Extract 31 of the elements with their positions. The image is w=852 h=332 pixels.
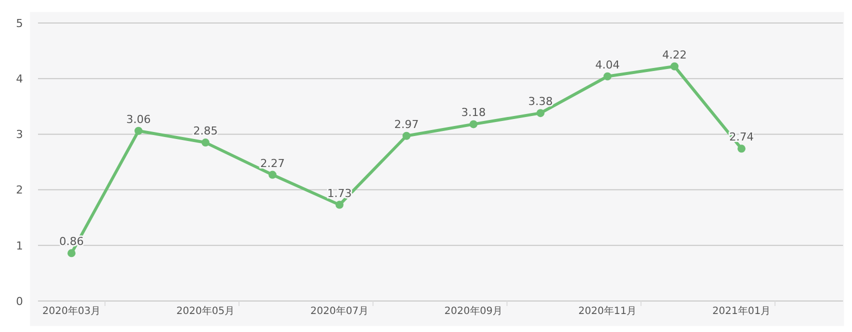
data-label: 2.27 <box>260 156 285 170</box>
y-tick-label: 5 <box>16 16 23 30</box>
data-label: 4.04 <box>595 58 620 72</box>
x-tick-label: 2020年09月 <box>444 305 503 317</box>
y-tick-label: 3 <box>16 128 23 142</box>
x-tick-label: 2020年07月 <box>310 305 369 317</box>
y-tick-label: 2 <box>16 184 23 197</box>
data-label: 2.97 <box>394 118 419 131</box>
y-tick-label: 0 <box>16 294 23 308</box>
point <box>738 144 746 153</box>
point <box>68 249 76 258</box>
x-tick-label: 2020年03月 <box>42 305 101 317</box>
x-tick-label: 2020年05月 <box>176 305 235 317</box>
point <box>470 120 478 128</box>
y-tick-label: 1 <box>16 239 23 252</box>
data-label: 3.38 <box>528 95 553 108</box>
point <box>604 72 612 80</box>
data-label: 2.85 <box>193 124 218 138</box>
y-tick-label: 4 <box>16 72 23 86</box>
x-tick-label: 2021年01月 <box>712 305 771 317</box>
x-tick-label: 2020年11月 <box>578 305 637 317</box>
point <box>402 132 410 140</box>
point <box>134 126 142 135</box>
data-label: 3.18 <box>461 106 486 120</box>
point <box>336 200 344 209</box>
point <box>536 109 544 118</box>
data-label: 3.06 <box>126 112 151 126</box>
point <box>202 138 210 147</box>
data-label: 4.22 <box>662 48 687 62</box>
point <box>670 62 678 70</box>
point <box>268 170 276 179</box>
